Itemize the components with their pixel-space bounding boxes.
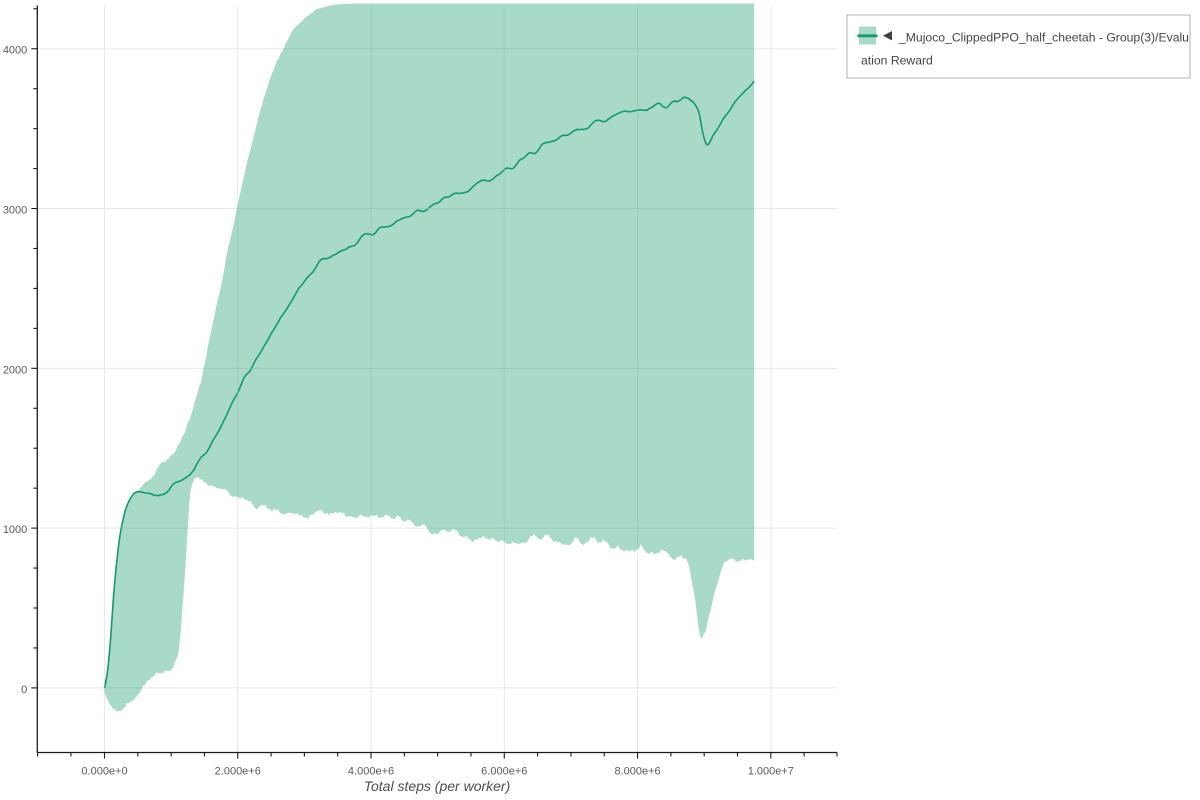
svg-text:0: 0	[21, 684, 27, 696]
svg-text:2.000e+6: 2.000e+6	[215, 766, 261, 778]
svg-text:3000: 3000	[3, 205, 27, 217]
svg-text:4.000e+6: 4.000e+6	[348, 766, 394, 778]
svg-text:2000: 2000	[3, 364, 27, 376]
svg-text:1.000e+7: 1.000e+7	[748, 766, 794, 778]
svg-text:Total steps (per worker): Total steps (per worker)	[364, 778, 511, 794]
svg-text:6.000e+6: 6.000e+6	[481, 766, 527, 778]
svg-text:ation Reward: ation Reward	[861, 54, 933, 68]
svg-text:1000: 1000	[3, 524, 27, 536]
svg-text:0.000e+0: 0.000e+0	[81, 766, 127, 778]
svg-text:4000: 4000	[3, 45, 27, 57]
svg-text:_Mujoco_ClippedPPO_half_cheeta: _Mujoco_ClippedPPO_half_cheetah - Group(…	[898, 31, 1189, 45]
svg-text:8.000e+6: 8.000e+6	[614, 766, 660, 778]
